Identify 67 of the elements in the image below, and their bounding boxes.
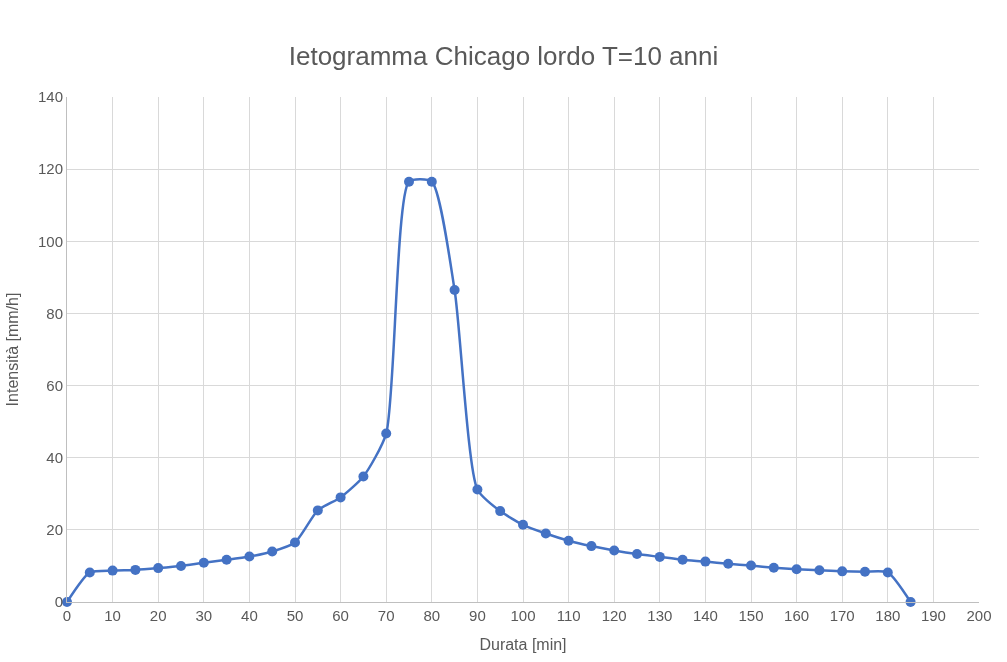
- point: [700, 556, 711, 567]
- point: [198, 557, 209, 568]
- point: [654, 551, 665, 562]
- x-tick-label: 10: [104, 607, 121, 624]
- x-tick-label: 100: [510, 607, 536, 624]
- chart-title: Ietogramma Chicago lordo T=10 anni: [288, 40, 719, 71]
- point: [540, 528, 551, 539]
- x-tick-label: 80: [423, 607, 441, 624]
- x-tick-label: 60: [332, 607, 349, 624]
- x-tick-label: 140: [692, 607, 718, 624]
- point: [586, 541, 597, 552]
- x-tick-label: 40: [241, 607, 258, 624]
- point: [746, 560, 756, 571]
- y-axis-title: Intensità [mm/h]: [3, 292, 21, 407]
- y-tick-label: 120: [37, 160, 63, 178]
- x-tick-label: 160: [784, 607, 810, 624]
- x-tick-label: 180: [875, 607, 901, 624]
- point: [791, 564, 802, 575]
- point: [837, 566, 848, 577]
- x-tick-label: 170: [829, 607, 855, 624]
- y-tick-label: 80: [46, 304, 63, 322]
- point: [518, 519, 528, 530]
- point: [221, 554, 232, 565]
- x-tick-label: 190: [920, 607, 946, 624]
- point: [723, 558, 734, 569]
- point: [426, 176, 437, 187]
- point: [563, 535, 574, 546]
- x-tick-label: 110: [556, 607, 581, 624]
- point: [244, 551, 255, 562]
- y-tick-label: 20: [46, 521, 63, 539]
- point: [312, 505, 323, 516]
- point: [153, 563, 164, 574]
- point: [267, 546, 278, 557]
- point: [381, 428, 392, 439]
- point: [404, 176, 414, 187]
- point: [768, 562, 779, 573]
- point: [290, 537, 300, 548]
- y-tick-label: 40: [46, 448, 63, 466]
- x-tick-label: 30: [195, 607, 213, 624]
- x-tick-label: 50: [286, 607, 304, 624]
- point: [882, 567, 893, 578]
- point: [130, 564, 141, 575]
- point: [814, 565, 825, 576]
- point: [176, 560, 186, 571]
- y-tick-label: 0: [54, 593, 63, 611]
- y-tick-label: 100: [37, 232, 63, 250]
- point: [677, 554, 688, 565]
- point: [609, 545, 620, 556]
- point: [495, 506, 506, 517]
- x-tick-label: 130: [647, 607, 673, 624]
- point: [472, 484, 483, 495]
- y-tick-label: 140: [37, 88, 63, 106]
- x-tick-label: 150: [738, 607, 764, 624]
- x-tick-label: 120: [601, 607, 627, 624]
- point: [632, 549, 642, 560]
- point: [358, 471, 369, 482]
- x-axis-title: Durata [min]: [479, 635, 567, 653]
- point: [449, 284, 460, 295]
- x-tick-label: 200: [966, 607, 992, 624]
- point: [860, 566, 870, 577]
- x-tick-label: 20: [149, 607, 167, 624]
- x-tick-label: 70: [377, 607, 395, 624]
- point: [335, 492, 346, 503]
- x-tick-label: 90: [469, 607, 486, 624]
- point: [84, 567, 95, 578]
- y-tick-label: 60: [46, 376, 63, 394]
- point: [107, 565, 118, 576]
